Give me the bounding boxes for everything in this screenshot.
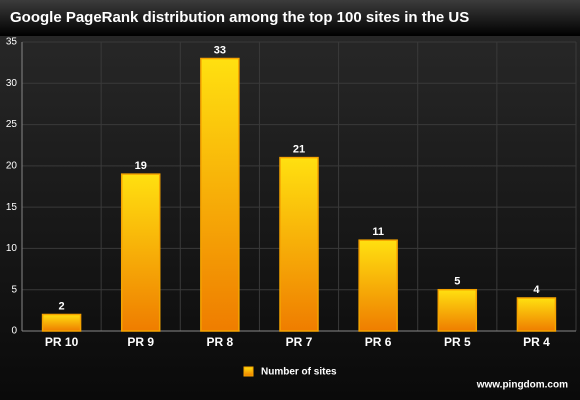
x-tick-label: PR 6 bbox=[365, 335, 392, 349]
data-label: 2 bbox=[59, 300, 65, 312]
y-tick-label: 15 bbox=[6, 202, 18, 213]
bar bbox=[437, 288, 478, 332]
y-tick-label: 20 bbox=[6, 160, 18, 171]
plot-area: 0 5 10 15 20 25 30 35 PR 10 2 PR 9 19 PR 8 33 PR 7 21 PR… bbox=[6, 37, 577, 378]
x-tick-label: PR 7 bbox=[286, 335, 313, 349]
data-label: 4 bbox=[533, 284, 540, 296]
data-label: 19 bbox=[135, 160, 147, 172]
y-tick-label: 10 bbox=[6, 243, 18, 254]
legend-label: Number of sites bbox=[261, 367, 337, 378]
legend-swatch bbox=[243, 366, 254, 377]
data-label: 5 bbox=[454, 276, 460, 288]
bar bbox=[200, 57, 240, 332]
data-label: 21 bbox=[293, 144, 305, 156]
y-tick-label: 5 bbox=[11, 284, 17, 295]
x-tick-label: PR 10 bbox=[45, 335, 79, 349]
bar bbox=[516, 297, 557, 332]
data-label: 11 bbox=[372, 226, 384, 238]
data-label: 33 bbox=[214, 44, 226, 56]
y-tick-label: 30 bbox=[6, 78, 18, 89]
x-tick-label: PR 8 bbox=[207, 335, 234, 349]
bar bbox=[358, 239, 398, 332]
y-tick-label: 35 bbox=[6, 37, 18, 48]
bar bbox=[120, 173, 161, 332]
bar bbox=[279, 156, 319, 332]
title-bar bbox=[0, 0, 580, 36]
credit: www.pingdom.com bbox=[476, 380, 568, 391]
x-tick-label: PR 5 bbox=[444, 335, 471, 349]
bar bbox=[41, 313, 82, 332]
chart-title: Google PageRank distribution among the t… bbox=[10, 9, 469, 26]
y-tick-label: 25 bbox=[6, 119, 18, 130]
x-tick-label: PR 9 bbox=[127, 335, 154, 349]
x-tick-label: PR 4 bbox=[523, 335, 550, 349]
y-tick-label: 0 bbox=[11, 326, 17, 337]
